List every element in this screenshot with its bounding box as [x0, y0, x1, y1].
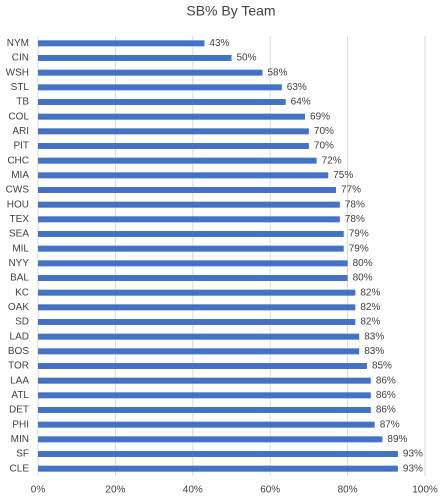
value-label: 79%	[349, 243, 369, 254]
value-label: 63%	[287, 82, 307, 93]
value-label: 87%	[380, 419, 400, 430]
value-label: 89%	[387, 434, 407, 445]
value-label: 80%	[353, 258, 373, 269]
bar	[38, 40, 205, 47]
value-label: 43%	[209, 38, 229, 49]
y-tick-label: STL	[11, 82, 30, 93]
bar	[38, 275, 348, 281]
value-label: 72%	[322, 155, 342, 166]
bar	[38, 99, 286, 105]
value-label: 70%	[314, 126, 334, 137]
value-label: 70%	[314, 141, 334, 152]
value-label: 75%	[333, 170, 353, 181]
y-tick-label: PHI	[12, 419, 29, 430]
y-tick-label: MIL	[12, 243, 29, 254]
y-tick-label: NYY	[8, 258, 29, 269]
value-label: 64%	[291, 97, 311, 108]
bar	[38, 201, 340, 208]
bar	[38, 289, 356, 296]
value-label: 86%	[376, 405, 396, 416]
y-tick-label: SD	[15, 317, 29, 328]
x-tick-label: 0%	[31, 485, 46, 496]
y-tick-label: MIA	[11, 170, 29, 181]
y-tick-label: HOU	[7, 199, 29, 210]
value-label: 82%	[360, 317, 380, 328]
value-label: 69%	[310, 111, 330, 122]
value-label: 85%	[372, 361, 392, 372]
y-tick-label: SF	[16, 449, 29, 460]
bar	[38, 143, 309, 149]
value-label: 82%	[360, 287, 380, 298]
bar	[38, 377, 371, 384]
y-tick-label: NYM	[7, 38, 29, 49]
value-label: 93%	[403, 463, 423, 474]
bar	[38, 348, 360, 355]
y-tick-label: ATL	[11, 390, 29, 401]
value-label: 80%	[353, 273, 373, 284]
bar	[38, 465, 398, 472]
y-tick-label: PIT	[13, 141, 29, 152]
y-tick-label: TEX	[10, 214, 30, 225]
bar	[38, 319, 356, 325]
y-tick-label: DET	[9, 405, 29, 416]
y-tick-label: CWS	[6, 185, 30, 196]
y-tick-label: CIN	[12, 53, 29, 64]
bar	[38, 407, 371, 413]
bar	[38, 113, 306, 120]
x-tick-label: 80%	[338, 485, 358, 496]
bar	[38, 231, 344, 237]
value-label: 82%	[360, 302, 380, 313]
x-tick-label: 60%	[260, 485, 280, 496]
bar	[38, 172, 329, 179]
value-label: 86%	[376, 375, 396, 386]
bar	[38, 69, 263, 76]
y-tick-label: ARI	[12, 126, 29, 137]
x-tick-label: 20%	[105, 485, 125, 496]
bar	[38, 157, 317, 164]
value-label: 78%	[345, 214, 365, 225]
bar	[38, 436, 383, 443]
chart-title: SB% By Team	[186, 3, 275, 19]
y-tick-label: SEA	[9, 229, 29, 240]
y-tick-label: TOR	[8, 361, 29, 372]
bar	[38, 421, 375, 428]
x-tick-label: 100%	[412, 485, 438, 496]
y-tick-label: LAA	[10, 375, 29, 386]
bar	[38, 333, 360, 340]
value-label: 86%	[376, 390, 396, 401]
bar	[38, 216, 340, 223]
value-label: 83%	[364, 346, 384, 357]
y-tick-label: BOS	[8, 346, 29, 357]
bar	[38, 451, 398, 457]
bar	[38, 245, 344, 252]
bar	[38, 392, 371, 399]
value-label: 50%	[237, 53, 257, 64]
value-label: 93%	[403, 449, 423, 460]
value-label: 78%	[345, 199, 365, 210]
bar	[38, 55, 232, 61]
y-tick-label: COL	[8, 111, 29, 122]
y-tick-label: KC	[15, 287, 29, 298]
bar	[38, 260, 348, 267]
y-tick-label: BAL	[10, 273, 29, 284]
bar	[38, 84, 282, 91]
value-label: 58%	[267, 67, 287, 78]
y-tick-label: WSH	[6, 67, 29, 78]
bar	[38, 363, 367, 369]
y-tick-label: CHC	[7, 155, 29, 166]
value-label: 77%	[341, 185, 361, 196]
bar	[38, 187, 336, 193]
value-label: 83%	[364, 331, 384, 342]
y-tick-label: CLE	[10, 463, 30, 474]
y-tick-label: TB	[16, 97, 29, 108]
y-tick-label: OAK	[8, 302, 29, 313]
y-tick-label: MIN	[11, 434, 29, 445]
value-label: 79%	[349, 229, 369, 240]
bar	[38, 128, 309, 135]
y-tick-label: LAD	[10, 331, 29, 342]
x-tick-label: 40%	[183, 485, 203, 496]
bar	[38, 304, 356, 311]
